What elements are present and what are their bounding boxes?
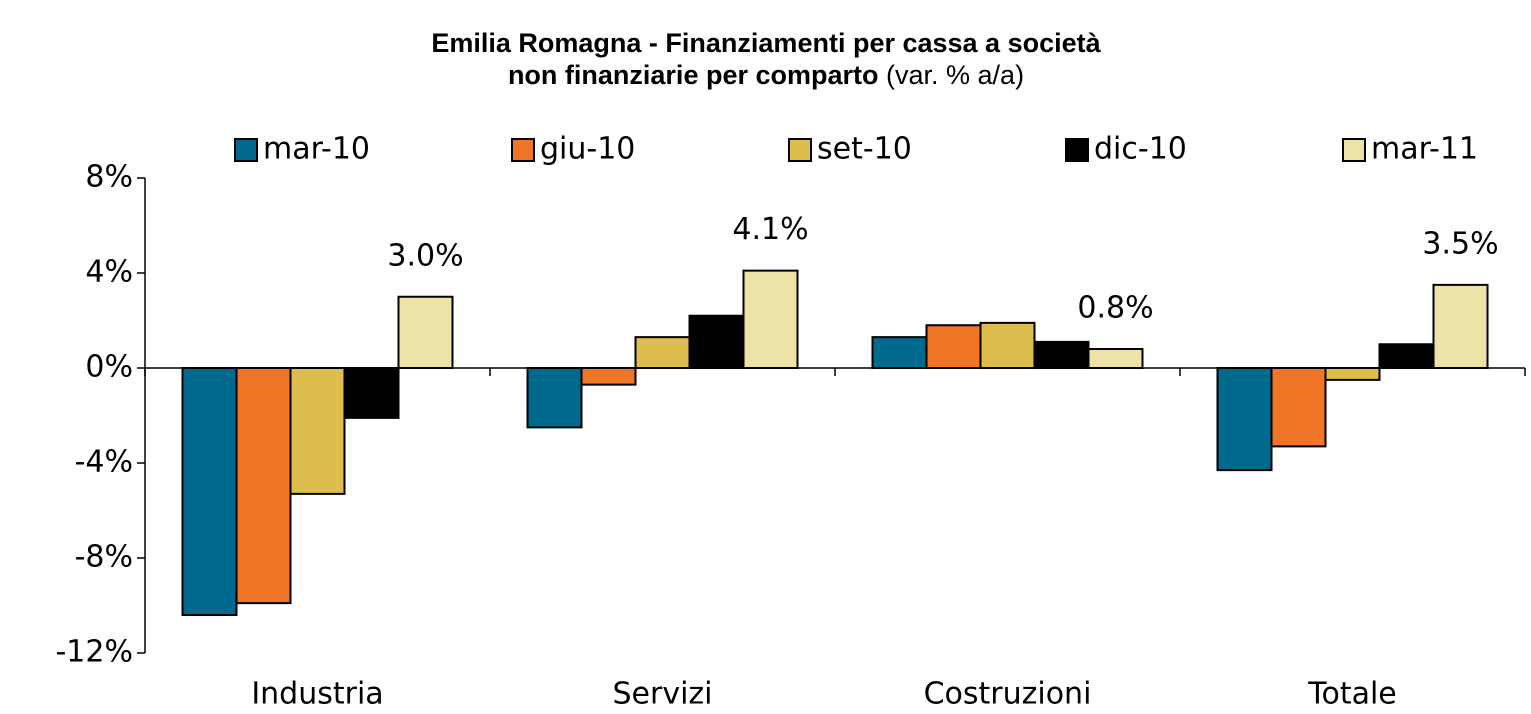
bar bbox=[1087, 348, 1144, 369]
legend-swatch bbox=[1065, 138, 1089, 162]
legend-swatch bbox=[1342, 138, 1366, 162]
y-tick-label: 0% bbox=[85, 350, 133, 385]
bar bbox=[688, 314, 745, 369]
chart-title: Emilia Romagna - Finanziamenti per cassa… bbox=[431, 28, 1101, 58]
legend-label: mar-11 bbox=[1371, 132, 1478, 167]
bar bbox=[1270, 367, 1327, 448]
bar bbox=[181, 367, 238, 616]
bar bbox=[289, 367, 346, 495]
bar bbox=[580, 367, 637, 386]
legend-label: set-10 bbox=[817, 132, 912, 167]
legend-swatch bbox=[788, 138, 812, 162]
bar bbox=[235, 367, 292, 605]
legend-label: giu-10 bbox=[540, 132, 635, 167]
chart-subtitle: (var. % a/a) bbox=[886, 60, 1024, 90]
data-label: 3.0% bbox=[387, 238, 463, 273]
x-tick-label: Costruzioni bbox=[924, 677, 1092, 712]
bar bbox=[634, 336, 691, 369]
bar bbox=[526, 367, 583, 429]
bar bbox=[343, 367, 400, 419]
bar bbox=[742, 269, 799, 369]
bar bbox=[979, 321, 1036, 369]
y-tick-label: -8% bbox=[75, 540, 133, 575]
bar bbox=[871, 336, 928, 369]
y-tick-label: 4% bbox=[85, 255, 133, 290]
bar bbox=[1324, 367, 1381, 381]
x-tick-label: Industria bbox=[251, 677, 383, 712]
chart-title: non finanziarie per comparto bbox=[508, 60, 879, 90]
x-tick-label: Servizi bbox=[612, 677, 712, 712]
data-label: 4.1% bbox=[732, 212, 808, 247]
bar bbox=[397, 295, 454, 369]
data-label: 3.5% bbox=[1422, 226, 1498, 261]
bar bbox=[1033, 340, 1090, 369]
legend-label: dic-10 bbox=[1094, 132, 1187, 167]
y-tick-label: 8% bbox=[85, 160, 133, 195]
y-tick-label: -12% bbox=[55, 635, 133, 670]
bar bbox=[1432, 283, 1489, 369]
bar bbox=[1216, 367, 1273, 472]
legend-label: mar-10 bbox=[263, 132, 370, 167]
bar bbox=[1378, 343, 1435, 369]
data-label: 0.8% bbox=[1077, 291, 1153, 326]
x-tick-label: Totale bbox=[1307, 677, 1397, 712]
y-tick-label: -4% bbox=[75, 445, 133, 480]
legend-swatch bbox=[511, 138, 535, 162]
bar bbox=[925, 324, 982, 369]
chart-title-line: non finanziarie per comparto (var. % a/a… bbox=[508, 60, 1024, 90]
legend-swatch bbox=[234, 138, 258, 162]
